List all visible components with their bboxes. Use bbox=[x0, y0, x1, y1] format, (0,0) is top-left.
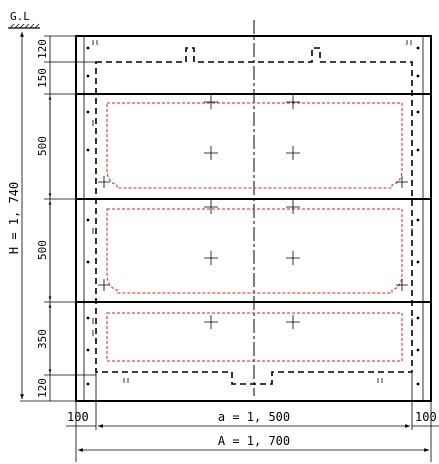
dashed-inner-outline bbox=[95, 47, 413, 385]
ground-label: G.L bbox=[10, 10, 30, 23]
total-width-label: A = 1, 700 bbox=[218, 434, 290, 448]
dim-120-top: 120 bbox=[36, 39, 49, 59]
ground-line bbox=[8, 23, 40, 29]
dim-500-lower: 500 bbox=[36, 240, 49, 260]
bolt-dots bbox=[86, 46, 420, 386]
left-margin-label: 100 bbox=[67, 410, 89, 424]
outer-frame bbox=[75, 35, 432, 402]
dim-150: 150 bbox=[36, 68, 49, 88]
horizontal-extension-lines bbox=[66, 372, 439, 462]
total-height-label: H = 1, 740 bbox=[7, 182, 21, 254]
segment-ticks bbox=[20, 35, 96, 402]
dim-350: 350 bbox=[36, 329, 49, 349]
connector-marks bbox=[92, 40, 413, 383]
dim-500-upper: 500 bbox=[36, 136, 49, 156]
dim-120-bottom: 120 bbox=[36, 378, 49, 398]
anchor-cross-marks bbox=[98, 95, 408, 329]
inner-width-label: a = 1, 500 bbox=[218, 410, 290, 424]
red-outlines bbox=[106, 102, 403, 362]
right-margin-label: 100 bbox=[415, 410, 437, 424]
